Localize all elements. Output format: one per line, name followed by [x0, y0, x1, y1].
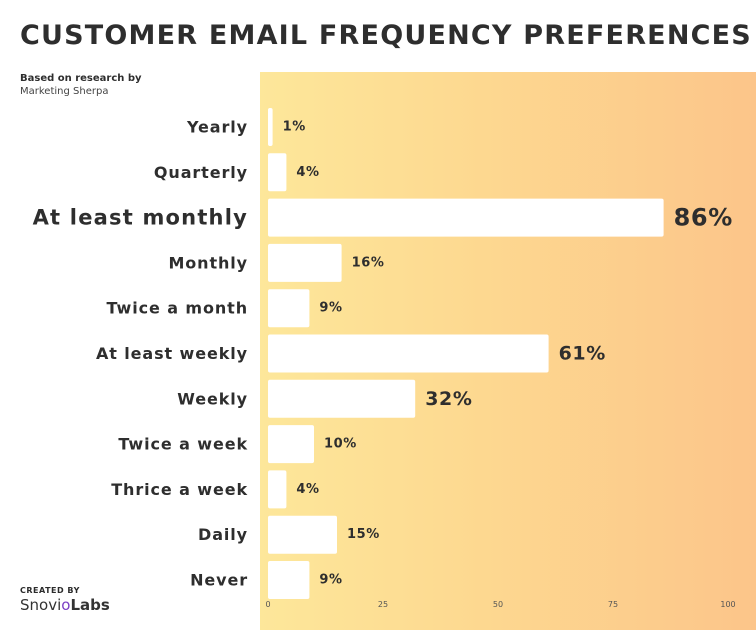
- bar: [268, 289, 310, 328]
- value-label: 9%: [319, 573, 342, 588]
- credit-block: CREATED BY SnovioLabs: [20, 586, 110, 614]
- category-label: Thrice a week: [111, 480, 248, 499]
- chart-title: CUSTOMER EMAIL FREQUENCY PREFERENCES: [20, 20, 752, 51]
- x-tick-label: 0: [265, 600, 270, 609]
- chart-subtitle: Based on research by Marketing Sherpa: [20, 72, 142, 98]
- subtitle-line-2: Marketing Sherpa: [20, 86, 109, 97]
- subtitle-line-1: Based on research by: [20, 73, 142, 84]
- category-label: Daily: [198, 525, 248, 544]
- category-label: At least weekly: [96, 344, 248, 363]
- brand-o-part: o: [61, 596, 71, 614]
- category-label: Weekly: [177, 389, 248, 408]
- value-label: 1%: [283, 120, 306, 135]
- bar: [268, 198, 664, 237]
- category-label: Monthly: [168, 253, 248, 272]
- value-label: 4%: [296, 482, 319, 497]
- value-label: 4%: [296, 165, 319, 180]
- value-label: 16%: [352, 255, 385, 270]
- value-label: 10%: [324, 437, 357, 452]
- value-label: 15%: [347, 527, 380, 542]
- category-label: Yearly: [186, 118, 248, 137]
- category-label: Twice a week: [118, 435, 248, 454]
- value-label: 32%: [425, 388, 472, 410]
- x-tick-label: 50: [493, 600, 503, 609]
- category-label: Never: [190, 571, 248, 590]
- brand-logo: SnovioLabs: [20, 596, 110, 614]
- bar: [268, 108, 273, 146]
- created-by-label: CREATED BY: [20, 586, 80, 595]
- x-tick-label: 75: [608, 600, 618, 609]
- bar: [268, 334, 549, 373]
- value-label: 9%: [319, 301, 342, 316]
- bar: [268, 243, 342, 282]
- brand-labs-part: Labs: [70, 596, 110, 614]
- bar: [268, 515, 337, 554]
- bar: [268, 425, 314, 464]
- bar: [268, 379, 416, 418]
- category-label: Twice a month: [107, 299, 249, 318]
- bar: [268, 153, 287, 192]
- x-tick-label: 25: [378, 600, 388, 609]
- category-label: At least monthly: [33, 206, 248, 230]
- bar: [268, 561, 310, 599]
- value-label: 86%: [674, 204, 733, 232]
- bar: [268, 470, 287, 509]
- category-label: Quarterly: [154, 163, 248, 182]
- value-label: 61%: [559, 343, 606, 365]
- brand-name-part: Snovi: [20, 596, 62, 614]
- x-tick-label: 100: [720, 600, 735, 609]
